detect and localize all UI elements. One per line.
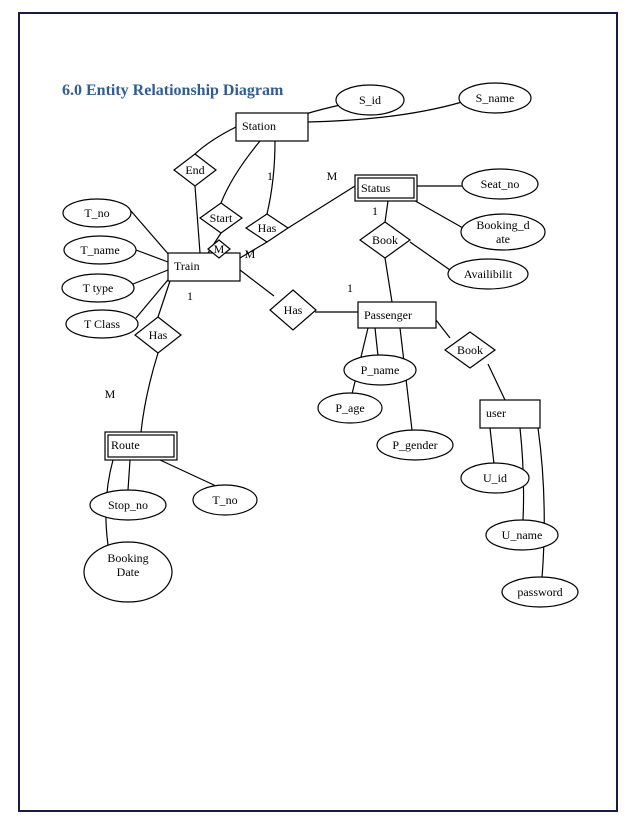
svg-text:U_name: U_name bbox=[502, 528, 543, 542]
svg-text:P_name: P_name bbox=[361, 363, 400, 377]
svg-text:Book: Book bbox=[372, 233, 398, 247]
cardinality-c4: M bbox=[245, 247, 256, 261]
edge bbox=[131, 211, 170, 256]
edge bbox=[385, 258, 392, 302]
svg-text:S_id: S_id bbox=[359, 93, 381, 107]
edge bbox=[240, 270, 274, 296]
svg-text:T_name: T_name bbox=[80, 243, 119, 257]
cardinality-c2: M bbox=[327, 169, 338, 183]
svg-text:Status: Status bbox=[361, 181, 391, 195]
edge bbox=[538, 428, 544, 578]
svg-text:Availibilit: Availibilit bbox=[464, 267, 513, 281]
edge bbox=[158, 281, 170, 317]
edge bbox=[385, 201, 388, 222]
svg-text:Station: Station bbox=[242, 119, 276, 133]
svg-text:Route: Route bbox=[111, 438, 140, 452]
svg-text:U_id: U_id bbox=[483, 471, 507, 485]
svg-text:T Class: T Class bbox=[84, 317, 120, 331]
cardinality-c5: 1 bbox=[347, 281, 353, 295]
edge bbox=[375, 328, 378, 356]
svg-text:P_age: P_age bbox=[335, 401, 364, 415]
svg-text:Book: Book bbox=[457, 343, 483, 357]
svg-text:Has: Has bbox=[258, 221, 277, 235]
svg-text:T_no: T_no bbox=[212, 493, 237, 507]
cardinality-c6: 1 bbox=[187, 289, 193, 303]
edge bbox=[488, 364, 505, 400]
svg-text:Has: Has bbox=[149, 328, 168, 342]
cardinality-c3: 1 bbox=[372, 204, 378, 218]
svg-text:T type: T type bbox=[83, 281, 114, 295]
edge bbox=[436, 320, 450, 338]
edge bbox=[410, 198, 463, 228]
svg-text:Stop_no: Stop_no bbox=[108, 498, 148, 512]
svg-text:Passenger: Passenger bbox=[364, 308, 412, 322]
edge bbox=[288, 186, 355, 228]
svg-text:Start: Start bbox=[210, 211, 233, 225]
svg-text:End: End bbox=[185, 163, 204, 177]
er-diagram: Station Status Train Passenger Route user End S… bbox=[0, 0, 638, 826]
cardinality-c1: 1 bbox=[267, 169, 273, 183]
edge bbox=[133, 270, 168, 284]
edge bbox=[141, 353, 158, 432]
svg-text:M: M bbox=[214, 242, 225, 256]
cardinality-c7: M bbox=[105, 387, 116, 401]
svg-text:T_no: T_no bbox=[84, 206, 109, 220]
svg-text:user: user bbox=[486, 406, 506, 420]
svg-text:password: password bbox=[517, 585, 562, 599]
edge bbox=[490, 428, 494, 464]
edge bbox=[160, 460, 216, 486]
edge bbox=[136, 275, 172, 318]
edge bbox=[195, 186, 200, 253]
svg-text:S_name: S_name bbox=[476, 91, 515, 105]
edge bbox=[410, 242, 450, 270]
edge bbox=[221, 141, 260, 203]
svg-text:Seat_no: Seat_no bbox=[481, 177, 520, 191]
edge bbox=[128, 460, 130, 490]
svg-text:Has: Has bbox=[284, 303, 303, 317]
svg-text:P_gender: P_gender bbox=[392, 438, 437, 452]
edge bbox=[136, 250, 168, 262]
svg-text:Train: Train bbox=[174, 259, 200, 273]
edge bbox=[195, 127, 236, 154]
